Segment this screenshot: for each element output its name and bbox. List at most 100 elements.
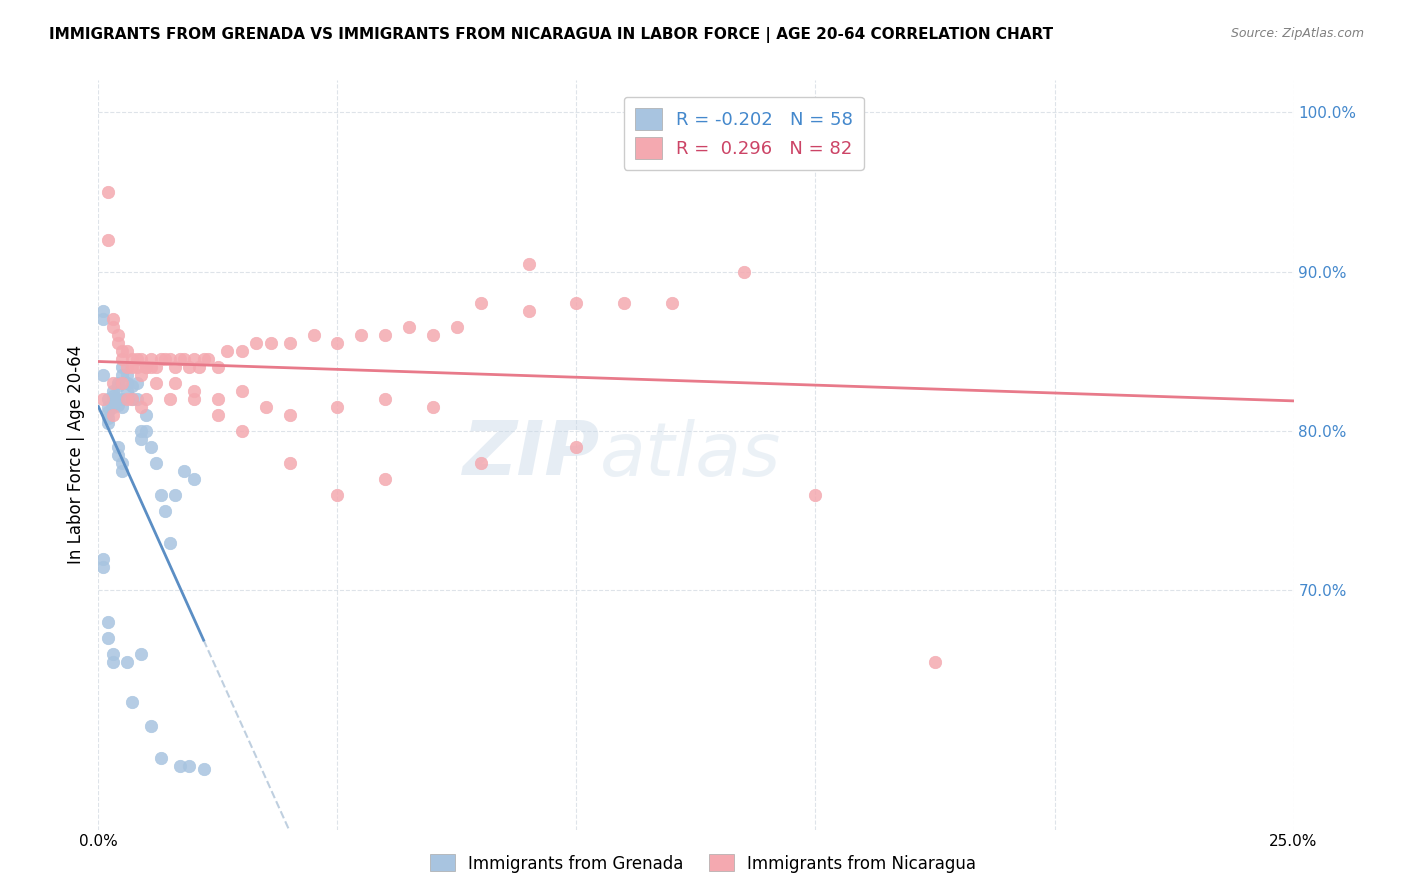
- Point: [111, 344, 134, 359]
- Point: [101, 389, 124, 403]
- Point: [121, 392, 143, 406]
- Point: [107, 399, 129, 413]
- Point: [115, 344, 138, 359]
- Point: [661, 296, 683, 310]
- Point: [111, 392, 134, 406]
- Point: [111, 376, 134, 391]
- Point: [183, 472, 205, 486]
- Point: [173, 464, 195, 478]
- Point: [131, 647, 153, 661]
- Point: [121, 695, 143, 709]
- Point: [193, 352, 215, 367]
- Point: [107, 328, 129, 343]
- Text: atlas: atlas: [600, 419, 782, 491]
- Point: [101, 395, 124, 409]
- Point: [101, 384, 124, 399]
- Point: [398, 320, 420, 334]
- Point: [231, 344, 253, 359]
- Point: [125, 352, 148, 367]
- Point: [131, 432, 153, 446]
- Point: [101, 312, 124, 326]
- Point: [97, 632, 120, 646]
- Point: [217, 344, 239, 359]
- Point: [135, 392, 157, 406]
- Point: [179, 360, 201, 375]
- Point: [139, 352, 162, 367]
- Point: [350, 328, 373, 343]
- Point: [254, 400, 277, 414]
- Point: [183, 384, 205, 399]
- Point: [101, 376, 124, 391]
- Point: [135, 360, 157, 375]
- Point: [139, 440, 162, 454]
- Point: [637, 105, 659, 120]
- Point: [326, 488, 349, 502]
- Point: [145, 456, 167, 470]
- Point: [207, 360, 229, 375]
- Point: [139, 360, 162, 375]
- Point: [278, 408, 301, 422]
- Point: [97, 416, 120, 430]
- Point: [131, 352, 153, 367]
- Point: [101, 655, 124, 669]
- Point: [302, 328, 325, 343]
- Point: [107, 336, 129, 351]
- Point: [197, 352, 219, 367]
- Point: [173, 352, 195, 367]
- Text: ZIP: ZIP: [463, 418, 600, 491]
- Point: [91, 304, 114, 318]
- Point: [107, 392, 129, 406]
- Point: [115, 376, 138, 391]
- Point: [115, 360, 138, 375]
- Point: [207, 408, 229, 422]
- Point: [163, 360, 186, 375]
- Point: [101, 392, 124, 406]
- Point: [121, 392, 143, 406]
- Point: [155, 504, 177, 518]
- Point: [107, 379, 129, 393]
- Legend: R = -0.202   N = 58, R =  0.296   N = 82: R = -0.202 N = 58, R = 0.296 N = 82: [624, 97, 863, 169]
- Point: [924, 655, 946, 669]
- Point: [183, 352, 205, 367]
- Point: [135, 360, 157, 375]
- Point: [121, 352, 143, 367]
- Point: [613, 296, 636, 310]
- Point: [107, 376, 129, 391]
- Point: [111, 368, 134, 383]
- Point: [163, 376, 186, 391]
- Point: [278, 336, 301, 351]
- Point: [565, 296, 588, 310]
- Point: [374, 328, 396, 343]
- Point: [111, 352, 134, 367]
- Point: [145, 360, 167, 375]
- Point: [111, 456, 134, 470]
- Point: [374, 392, 396, 406]
- Point: [804, 488, 827, 502]
- Point: [91, 551, 114, 566]
- Point: [111, 400, 134, 414]
- Point: [149, 488, 172, 502]
- Point: [111, 360, 134, 375]
- Point: [101, 408, 124, 422]
- Point: [278, 456, 301, 470]
- Point: [159, 392, 181, 406]
- Point: [207, 392, 229, 406]
- Point: [91, 559, 114, 574]
- Text: IMMIGRANTS FROM GRENADA VS IMMIGRANTS FROM NICARAGUA IN LABOR FORCE | AGE 20-64 : IMMIGRANTS FROM GRENADA VS IMMIGRANTS FR…: [49, 27, 1053, 43]
- Point: [517, 257, 540, 271]
- Point: [422, 400, 444, 414]
- Point: [115, 392, 138, 406]
- Point: [97, 615, 120, 630]
- Point: [163, 488, 186, 502]
- Point: [374, 472, 396, 486]
- Point: [179, 759, 201, 773]
- Point: [115, 368, 138, 383]
- Point: [97, 400, 120, 414]
- Point: [139, 719, 162, 733]
- Point: [155, 352, 177, 367]
- Point: [169, 759, 191, 773]
- Point: [101, 320, 124, 334]
- Point: [97, 392, 120, 406]
- Point: [125, 360, 148, 375]
- Legend: Immigrants from Grenada, Immigrants from Nicaragua: Immigrants from Grenada, Immigrants from…: [423, 847, 983, 880]
